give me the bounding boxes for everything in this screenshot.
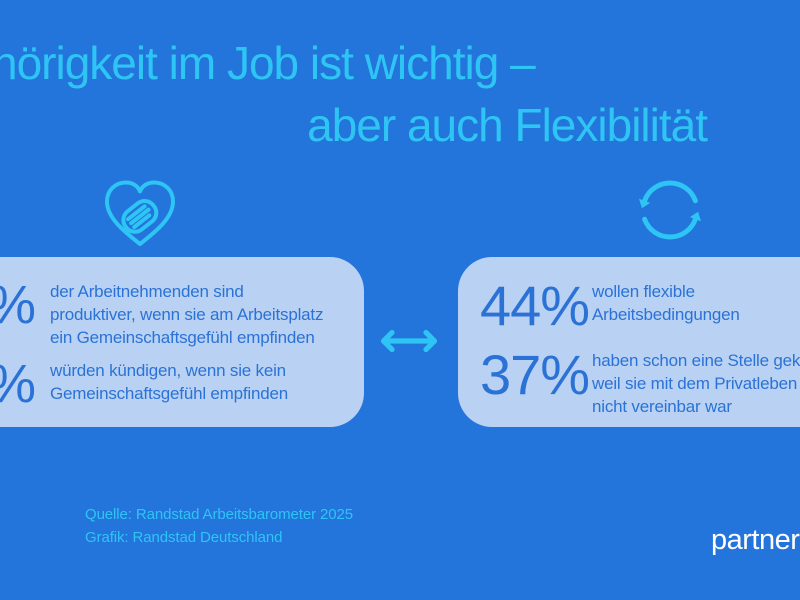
stat-text: der Arbeitnehmenden sind produktiver, we… (50, 282, 324, 347)
title-line-2: aber auch Flexibilität (307, 99, 708, 151)
refresh-arrows-icon (630, 169, 710, 251)
stat-row-flexible-conditions: 44% wollen flexible Arbeitsbedingungen (480, 278, 800, 334)
stat-value-percent: % (0, 278, 50, 332)
title-line-1: hörigkeit im Job ist wichtig – (0, 37, 536, 89)
stat-row-quit-job: 37% haben schon eine Stelle gekündigt, w… (480, 347, 800, 418)
stat-row-productivity: % der Arbeitnehmenden sind produktiver, … (0, 278, 364, 349)
stat-text: würden kündigen, wenn sie kein Gemeinsch… (50, 361, 289, 403)
stat-row-quitting: % würden kündigen, wenn sie kein Gemeins… (0, 357, 364, 411)
stat-text: haben schon eine Stelle gekündigt, weil … (592, 351, 800, 416)
stat-value-percent: % (0, 357, 50, 411)
stat-text: wollen flexible Arbeitsbedingungen (592, 282, 740, 324)
credit-note: Grafik: Randstad Deutschland (85, 529, 283, 546)
flexibility-stats-panel: 44% wollen flexible Arbeitsbedingungen 3… (458, 257, 800, 427)
source-note: Quelle: Randstad Arbeitsbarometer 2025 (85, 506, 354, 523)
brand-tagline: partner (711, 524, 800, 556)
heart-handshake-icon (99, 175, 181, 255)
stat-value-44-percent: 44% (480, 274, 590, 337)
belonging-stats-panel: % der Arbeitnehmenden sind produktiver, … (0, 257, 364, 427)
double-arrow-icon (376, 328, 442, 354)
stat-value-37-percent: 37% (480, 343, 590, 406)
